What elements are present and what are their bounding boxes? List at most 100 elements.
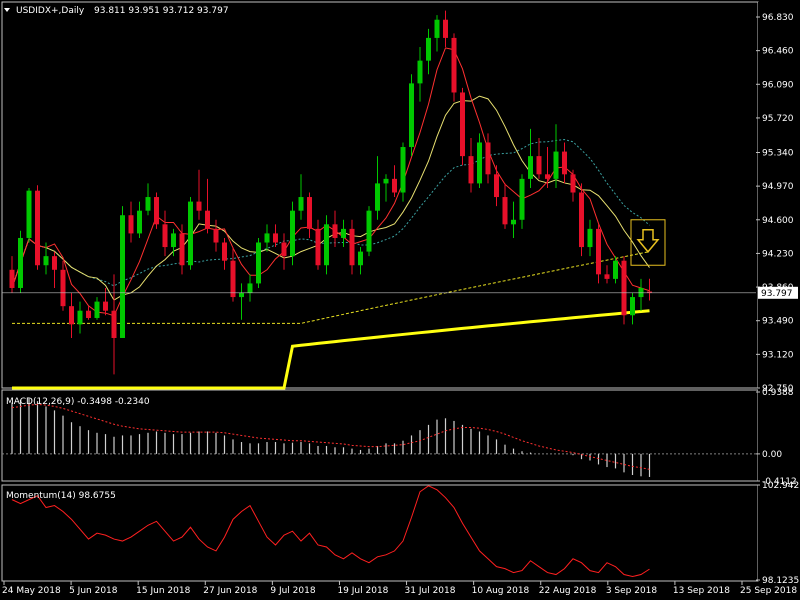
candle[interactable] <box>434 15 440 52</box>
date-label: 10 Aug 2018 <box>472 586 530 596</box>
candle[interactable] <box>366 206 372 257</box>
candle[interactable] <box>519 174 525 229</box>
candle[interactable] <box>281 233 287 270</box>
candle[interactable] <box>137 201 142 238</box>
candle[interactable] <box>213 219 219 252</box>
candle-body <box>545 174 550 179</box>
candle[interactable] <box>324 215 329 275</box>
candle[interactable] <box>52 251 57 288</box>
macd-axis: 0.9388 0.00 -0.4112 <box>2 388 797 487</box>
price-panel[interactable]: 96.830 96.460 96.090 95.720 95.340 94.970 94.6… <box>2 6 798 394</box>
candle[interactable] <box>145 183 151 216</box>
candle-body <box>443 19 448 38</box>
momentum-panel[interactable]: 102.9427 98.1235 Momentum(14) 98.6755 <box>6 481 800 586</box>
candle[interactable] <box>621 256 627 325</box>
candle[interactable] <box>349 219 355 275</box>
candle[interactable] <box>570 169 576 202</box>
dropdown-triangle-icon[interactable] <box>4 8 10 12</box>
candle[interactable] <box>494 165 499 207</box>
candle[interactable] <box>630 292 635 325</box>
candle[interactable] <box>426 28 431 75</box>
candle[interactable] <box>264 224 270 252</box>
candle[interactable] <box>392 165 397 198</box>
candle[interactable] <box>196 169 202 220</box>
candle[interactable] <box>188 197 193 270</box>
candle[interactable] <box>477 133 482 188</box>
candle[interactable] <box>383 174 389 202</box>
candle[interactable] <box>468 137 474 193</box>
candle-body <box>77 310 83 325</box>
candle[interactable] <box>9 256 15 293</box>
candle[interactable] <box>638 278 644 311</box>
candle[interactable] <box>77 301 83 334</box>
candle[interactable] <box>417 47 423 102</box>
candle[interactable] <box>120 206 125 338</box>
macd-label: MACD(12,26,9) -0.3498 -0.2340 <box>6 397 150 407</box>
candle[interactable] <box>69 292 74 338</box>
candle[interactable] <box>587 219 593 257</box>
candle[interactable] <box>443 10 448 48</box>
candle[interactable] <box>579 183 584 257</box>
candle[interactable] <box>247 274 253 302</box>
candle[interactable] <box>298 174 304 220</box>
candle[interactable] <box>596 224 601 284</box>
candle[interactable] <box>604 265 610 284</box>
candle[interactable] <box>239 283 244 320</box>
candle-body <box>477 142 482 184</box>
candle[interactable] <box>341 219 346 248</box>
candle[interactable] <box>60 260 66 311</box>
candle[interactable] <box>528 128 533 188</box>
candle[interactable] <box>545 147 550 188</box>
candle[interactable] <box>562 142 567 184</box>
candle[interactable] <box>162 210 168 257</box>
candle[interactable] <box>26 187 32 243</box>
candle[interactable] <box>154 192 159 229</box>
candle[interactable] <box>230 247 236 302</box>
candle[interactable] <box>460 87 465 166</box>
candle[interactable] <box>43 242 49 275</box>
candle[interactable] <box>613 256 618 284</box>
macd-panel[interactable]: 0.9388 0.00 -0.4112 MACD(12,26,9) -0.3498 … <box>2 388 797 487</box>
candle[interactable] <box>18 230 23 293</box>
candle[interactable] <box>358 247 363 275</box>
candle[interactable] <box>256 237 261 288</box>
candle[interactable] <box>171 228 176 257</box>
candle-body <box>162 224 168 248</box>
candle[interactable] <box>111 274 117 375</box>
candle-body <box>409 83 414 148</box>
candle[interactable] <box>409 74 414 157</box>
candle[interactable] <box>315 219 321 270</box>
candle-body <box>290 210 295 257</box>
candle[interactable] <box>86 306 91 320</box>
date-label: 13 Sep 2018 <box>673 586 730 596</box>
candle[interactable] <box>94 297 100 320</box>
candle[interactable] <box>205 178 210 234</box>
candle[interactable] <box>647 278 652 301</box>
candle[interactable] <box>375 156 380 220</box>
candle[interactable] <box>35 185 40 270</box>
candle[interactable] <box>332 210 338 248</box>
candle[interactable] <box>451 33 457 102</box>
candle[interactable] <box>103 287 108 316</box>
axis-tick-label: 96.830 <box>762 13 794 23</box>
candle-body <box>315 228 321 266</box>
candle[interactable] <box>307 192 312 238</box>
candle[interactable] <box>502 183 508 229</box>
candle-body <box>281 242 287 257</box>
axis-tick-label: 98.1235 <box>762 576 799 586</box>
candle[interactable] <box>222 237 227 270</box>
candle[interactable] <box>273 224 278 248</box>
candle[interactable] <box>485 133 491 184</box>
candle[interactable] <box>290 201 295 266</box>
candle[interactable] <box>553 124 559 188</box>
candle[interactable] <box>179 224 185 275</box>
candle[interactable] <box>128 201 134 243</box>
candle-body <box>205 210 210 229</box>
candle-body <box>145 197 151 211</box>
candle[interactable] <box>400 142 406 202</box>
candle-body <box>43 256 49 266</box>
candle-body <box>137 210 142 234</box>
candle[interactable] <box>511 201 516 238</box>
candle[interactable] <box>536 137 542 179</box>
